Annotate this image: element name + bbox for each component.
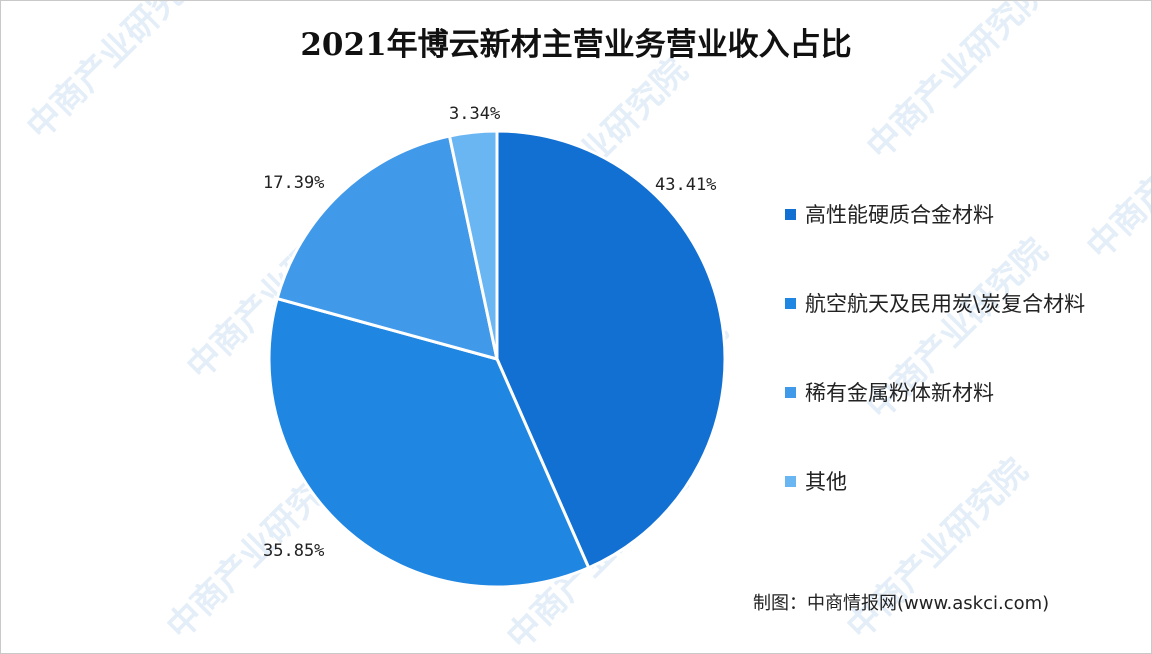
source-credit: 制图：中商情报网(www.askci.com) [753,593,1050,614]
legend-label: 其他 [805,470,847,494]
legend-label: 稀有金属粉体新材料 [805,381,994,405]
legend-swatch [785,208,796,220]
legend-label: 航空航天及民用炭\炭复合材料 [805,292,1086,316]
pie-slice-2 [267,296,591,589]
chart-title: 2021年博云新材主营业务营业收入占比 [300,27,852,63]
watermark-text: 中商产业研究院 [839,451,1036,648]
legend-item: 航空航天及民用炭\炭复合材料 [785,288,1085,318]
legend-item: 高性能硬质合金材料 [785,199,994,229]
legend-swatch [785,297,796,309]
pie-slice-4 [447,129,499,360]
data-label-2: 35.85% [263,541,325,561]
legend-item: 稀有金属粉体新材料 [785,377,994,407]
pie-slices [267,129,727,589]
watermark-text: 中商产业研究院 [1079,71,1151,268]
data-label-1: 43.41% [655,175,717,195]
legend-swatch [785,475,796,487]
legend-item: 其他 [785,466,847,496]
data-label-3: 17.39% [263,173,325,193]
pie-slice-3 [275,134,499,362]
data-label-4: 3.34% [449,104,501,124]
pie-slice-1 [495,129,727,570]
legend-label: 高性能硬质合金材料 [805,203,994,227]
legend-swatch [785,386,796,398]
